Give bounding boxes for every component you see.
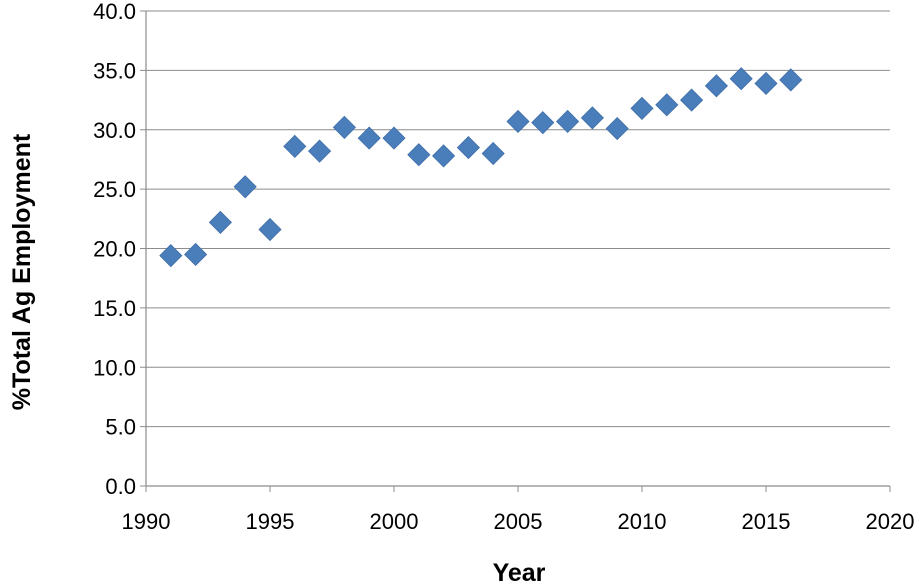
y-tick-label: 30.0 [93, 118, 136, 143]
data-point [481, 141, 505, 166]
data-point [357, 126, 381, 150]
data-point [779, 68, 803, 92]
x-tick-label: 2005 [494, 509, 543, 534]
data-point [704, 74, 728, 98]
x-axis-title: Year [493, 559, 546, 584]
data-point [382, 126, 406, 150]
data-point [605, 116, 629, 141]
y-tick-label: 20.0 [93, 237, 136, 262]
y-tick-label: 0.0 [105, 474, 136, 499]
y-tick-label: 35.0 [93, 58, 136, 83]
x-tick-label: 2000 [370, 509, 419, 534]
data-point [283, 134, 307, 158]
y-tick-label: 15.0 [93, 296, 136, 321]
x-tick-label: 1995 [246, 509, 295, 534]
x-tick-labels: 1990 1995 2000 2005 2010 2015 2020 [122, 509, 915, 534]
data-point [630, 96, 654, 120]
y-axis-title: %Total Ag Employment [8, 133, 36, 410]
data-point [556, 109, 580, 134]
data-point [159, 244, 183, 268]
x-tick-label: 2010 [618, 509, 667, 534]
data-point [729, 67, 753, 91]
data-point [233, 175, 257, 199]
y-tick-label: 40.0 [93, 0, 136, 24]
y-tick-label: 10.0 [93, 355, 136, 380]
x-tick-label: 2020 [866, 509, 915, 534]
data-point [432, 144, 456, 168]
data-point [308, 139, 332, 163]
x-tick-label: 1990 [122, 509, 171, 534]
data-point [754, 71, 778, 96]
data-point [580, 106, 604, 130]
data-point [506, 109, 530, 134]
data-point [531, 111, 555, 135]
data-point [258, 217, 282, 242]
gridlines [146, 10, 890, 428]
data-point [655, 93, 679, 117]
data-point [680, 88, 704, 112]
y-tick-label: 5.0 [105, 415, 136, 440]
data-points [159, 67, 803, 268]
data-point [407, 143, 431, 167]
data-point [184, 242, 208, 267]
x-tick-label: 2015 [742, 509, 791, 534]
y-tick-label: 25.0 [93, 177, 136, 202]
data-point [332, 115, 356, 139]
axes [140, 10, 891, 492]
data-point [456, 135, 480, 160]
data-point [208, 210, 232, 234]
y-tick-labels: 0.0 5.0 10.0 15.0 20.0 25.0 30.0 35.0 40.0 [93, 0, 136, 499]
